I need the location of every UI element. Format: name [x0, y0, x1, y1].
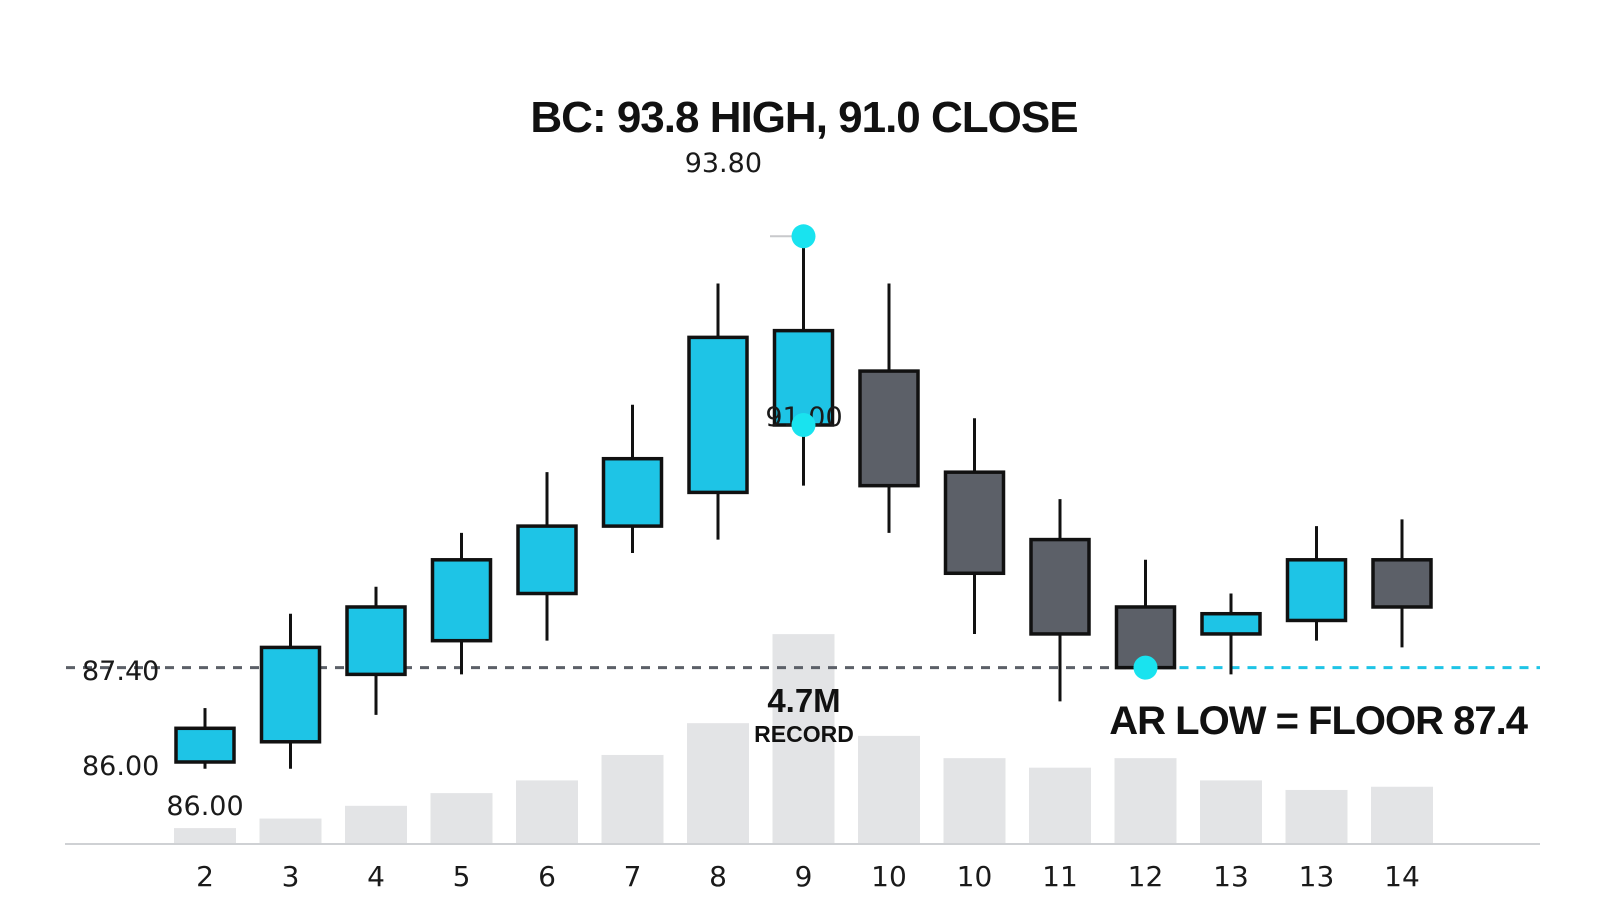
- x-tick-6: 8: [709, 860, 727, 893]
- x-tick-9: 10: [957, 860, 993, 893]
- candle-5: [601, 404, 664, 554]
- candle-body-6: [687, 335, 749, 495]
- x-tick-8: 10: [871, 860, 907, 893]
- candle-4: [516, 472, 578, 641]
- candle-body-2: [345, 605, 407, 677]
- bc-high-marker: [791, 224, 816, 249]
- chart-title: BC: 93.8 HIGH, 91.0 CLOSE: [530, 93, 1077, 142]
- volume-bar-4: [516, 780, 578, 844]
- candle-body-0: [174, 726, 236, 764]
- volume-bar-14: [1371, 786, 1433, 844]
- volume-bar-8: [858, 735, 920, 844]
- candle-body-3: [430, 558, 493, 643]
- ar-low-annotation: AR LOW = FLOOR 87.4: [1109, 699, 1528, 743]
- markers: [770, 224, 1158, 680]
- candle-12: [1200, 593, 1262, 675]
- candle-10: [1029, 499, 1091, 702]
- x-tick-7: 9: [795, 860, 813, 893]
- candle-3: [430, 532, 493, 675]
- x-tick-5: 7: [624, 860, 642, 893]
- x-tick-12: 13: [1213, 860, 1249, 893]
- x-tick-0: 2: [196, 860, 214, 893]
- candle-8: [858, 283, 920, 533]
- candle-body-9: [943, 470, 1006, 576]
- volume-bar-10: [1029, 767, 1091, 844]
- candle-body-14: [1371, 558, 1433, 609]
- x-tick-1: 3: [282, 860, 300, 893]
- y-label-87-40: 87.40: [82, 656, 159, 687]
- volume-bar-1: [259, 818, 322, 844]
- candle-0: [174, 708, 236, 769]
- candles: [174, 236, 1433, 769]
- volume-bar-2: [345, 805, 407, 844]
- volume-bar-5: [601, 754, 664, 844]
- candle-7: [772, 236, 835, 486]
- candle-body-8: [858, 369, 920, 488]
- bc-high-label: 93.80: [685, 148, 762, 179]
- ar-low-marker: [1133, 655, 1158, 680]
- volume-bar-0: [174, 828, 236, 844]
- y-label-86-00: 86.00: [82, 751, 159, 782]
- first-low-label: 86.00: [166, 791, 243, 822]
- candle-2: [345, 586, 407, 715]
- candle-body-5: [601, 456, 664, 528]
- candle-6: [687, 283, 749, 540]
- x-tick-11: 12: [1128, 860, 1164, 893]
- volume-bar-13: [1285, 789, 1348, 844]
- volume-bars: [174, 634, 1433, 844]
- candle-body-7: [772, 328, 835, 427]
- candle-body-10: [1029, 537, 1091, 636]
- candle-body-13: [1285, 558, 1348, 623]
- x-tick-10: 11: [1042, 860, 1078, 893]
- volume-bar-12: [1200, 780, 1262, 844]
- volume-bar-6: [687, 723, 749, 844]
- x-tick-3: 5: [453, 860, 471, 893]
- x-axis-ticks: 2 3 4 5 6 7 8 9 10 10 11 12 13 13 14: [196, 860, 1420, 893]
- volume-bar-3: [430, 793, 493, 844]
- bc-close-marker: [791, 413, 816, 437]
- candle-body-4: [516, 524, 578, 596]
- candle-body-12: [1200, 611, 1262, 636]
- x-tick-14: 14: [1384, 860, 1420, 893]
- candle-9: [943, 418, 1006, 634]
- x-tick-4: 6: [538, 860, 556, 893]
- volume-bar-11: [1114, 758, 1177, 844]
- volume-record-value: 4.7M: [767, 682, 840, 719]
- candle-11: [1114, 559, 1177, 670]
- volume-record-text: RECORD: [754, 721, 854, 747]
- x-tick-13: 13: [1299, 860, 1335, 893]
- volume-bar-9: [943, 758, 1006, 844]
- x-tick-2: 4: [367, 860, 385, 893]
- candle-body-1: [259, 645, 322, 744]
- candle-14: [1371, 519, 1433, 648]
- candle-13: [1285, 526, 1348, 641]
- candle-1: [259, 613, 322, 769]
